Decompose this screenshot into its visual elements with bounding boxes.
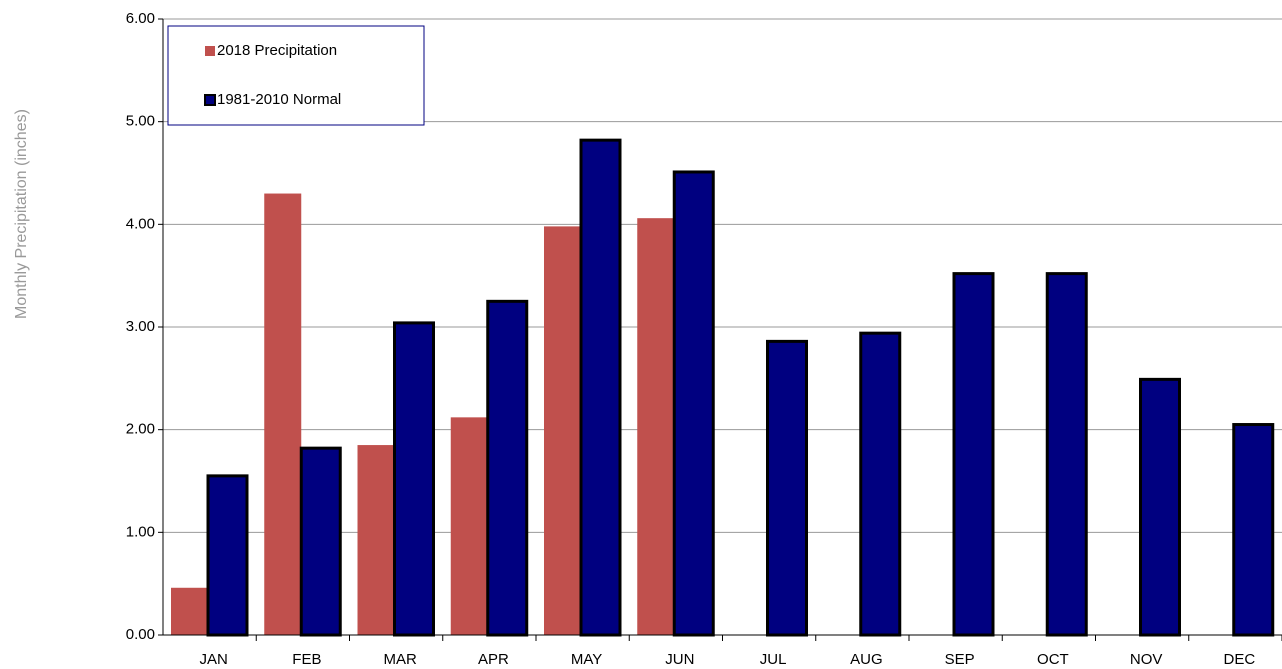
legend-swatch <box>204 94 216 106</box>
x-tick-label: DEC <box>1224 651 1256 668</box>
x-tick-label: FEB <box>292 651 321 668</box>
y-tick-label: 1.00 <box>126 523 155 540</box>
x-tick-label: MAR <box>383 651 417 668</box>
bar <box>952 272 995 637</box>
y-tick-label: 0.00 <box>126 626 155 643</box>
bar <box>206 474 249 637</box>
bar <box>1139 377 1181 637</box>
bar <box>486 299 529 637</box>
x-tick-label: APR <box>478 651 509 668</box>
x-tick-label: AUG <box>850 651 883 668</box>
bar <box>637 218 675 635</box>
y-tick-label: 5.00 <box>126 113 155 130</box>
bar <box>264 193 302 636</box>
x-tick-label: OCT <box>1037 651 1069 668</box>
x-tick-label: JUL <box>760 651 787 668</box>
x-tick-label: MAY <box>571 651 602 668</box>
x-tick-label: SEP <box>945 651 975 668</box>
legend-swatch <box>205 46 215 56</box>
bar <box>1045 272 1088 637</box>
bar <box>450 417 488 635</box>
bar <box>1232 423 1275 637</box>
bar <box>544 226 581 636</box>
bar <box>579 138 622 637</box>
y-tick-label: 2.00 <box>126 421 155 438</box>
legend-label: 2018 Precipitation <box>217 42 337 59</box>
x-tick-label: JUN <box>665 651 694 668</box>
y-tick-label: 3.00 <box>126 318 155 335</box>
y-axis-label: Monthly Precipitation (inches) <box>13 109 30 319</box>
x-tick-label: NOV <box>1130 651 1163 668</box>
legend-box <box>167 25 425 126</box>
bar <box>672 170 715 637</box>
bar <box>766 339 808 637</box>
bar <box>859 331 902 637</box>
x-tick-label: JAN <box>199 651 227 668</box>
bar <box>357 445 395 635</box>
legend-label: 1981-2010 Normal <box>217 91 341 108</box>
bar <box>171 587 208 635</box>
bar <box>299 446 342 637</box>
bar <box>393 321 435 637</box>
y-tick-label: 6.00 <box>126 10 155 27</box>
y-tick-label: 4.00 <box>126 215 155 232</box>
